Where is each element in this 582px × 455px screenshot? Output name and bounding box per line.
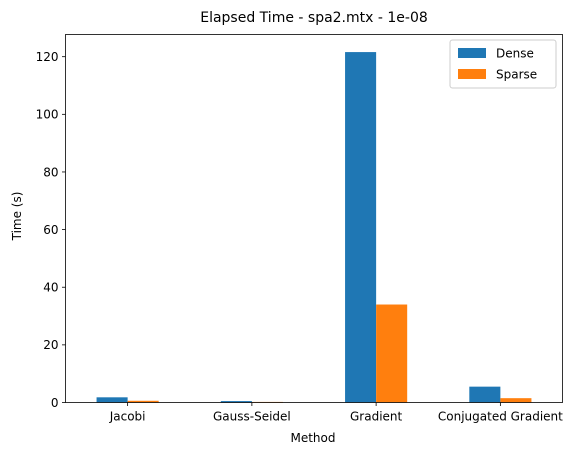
x-tick-label-conjugated-gradient: Conjugated Gradient bbox=[438, 410, 563, 424]
x-tick-label-gauss-seidel: Gauss-Seidel bbox=[213, 410, 291, 424]
y-axis-label: Time (s) bbox=[10, 192, 24, 242]
x-tick-label-gradient: Gradient bbox=[350, 410, 403, 424]
x-axis-ticks: Jacobi Gauss-Seidel Gradient Conjugated Gra… bbox=[109, 402, 563, 424]
y-tick-label: 20 bbox=[43, 338, 58, 352]
bar-dense-gradient bbox=[345, 52, 377, 403]
legend-label-sparse: Sparse bbox=[496, 68, 537, 82]
bar-dense-gauss-seidel bbox=[220, 401, 252, 403]
bar-sparse-gradient bbox=[376, 304, 408, 403]
y-tick-label: 40 bbox=[43, 281, 58, 295]
x-tick-label-jacobi: Jacobi bbox=[109, 410, 146, 424]
x-axis-label: Method bbox=[290, 431, 335, 445]
plot-frame bbox=[65, 34, 563, 403]
bar-dense-jacobi bbox=[96, 397, 128, 403]
y-tick-label: 80 bbox=[43, 165, 58, 179]
legend-label-dense: Dense bbox=[496, 47, 534, 61]
chart-title: Elapsed Time - spa2.mtx - 1e-08 bbox=[200, 10, 428, 26]
y-tick-label: 60 bbox=[43, 223, 58, 237]
legend: Dense Sparse bbox=[449, 39, 557, 89]
legend-swatch-sparse bbox=[458, 69, 486, 79]
bar-sparse-conjugated-gradient bbox=[500, 398, 532, 403]
legend-swatch-dense bbox=[458, 48, 486, 58]
bar-dense-conjugated-gradient bbox=[469, 386, 501, 403]
y-tick-label: 0 bbox=[51, 396, 59, 410]
y-tick-label: 100 bbox=[36, 108, 59, 122]
y-tick-label: 120 bbox=[36, 50, 59, 64]
bars-group bbox=[96, 52, 532, 403]
bar-sparse-jacobi bbox=[127, 400, 159, 403]
y-axis-ticks: 0 20 40 60 80 100 120 bbox=[36, 50, 66, 410]
